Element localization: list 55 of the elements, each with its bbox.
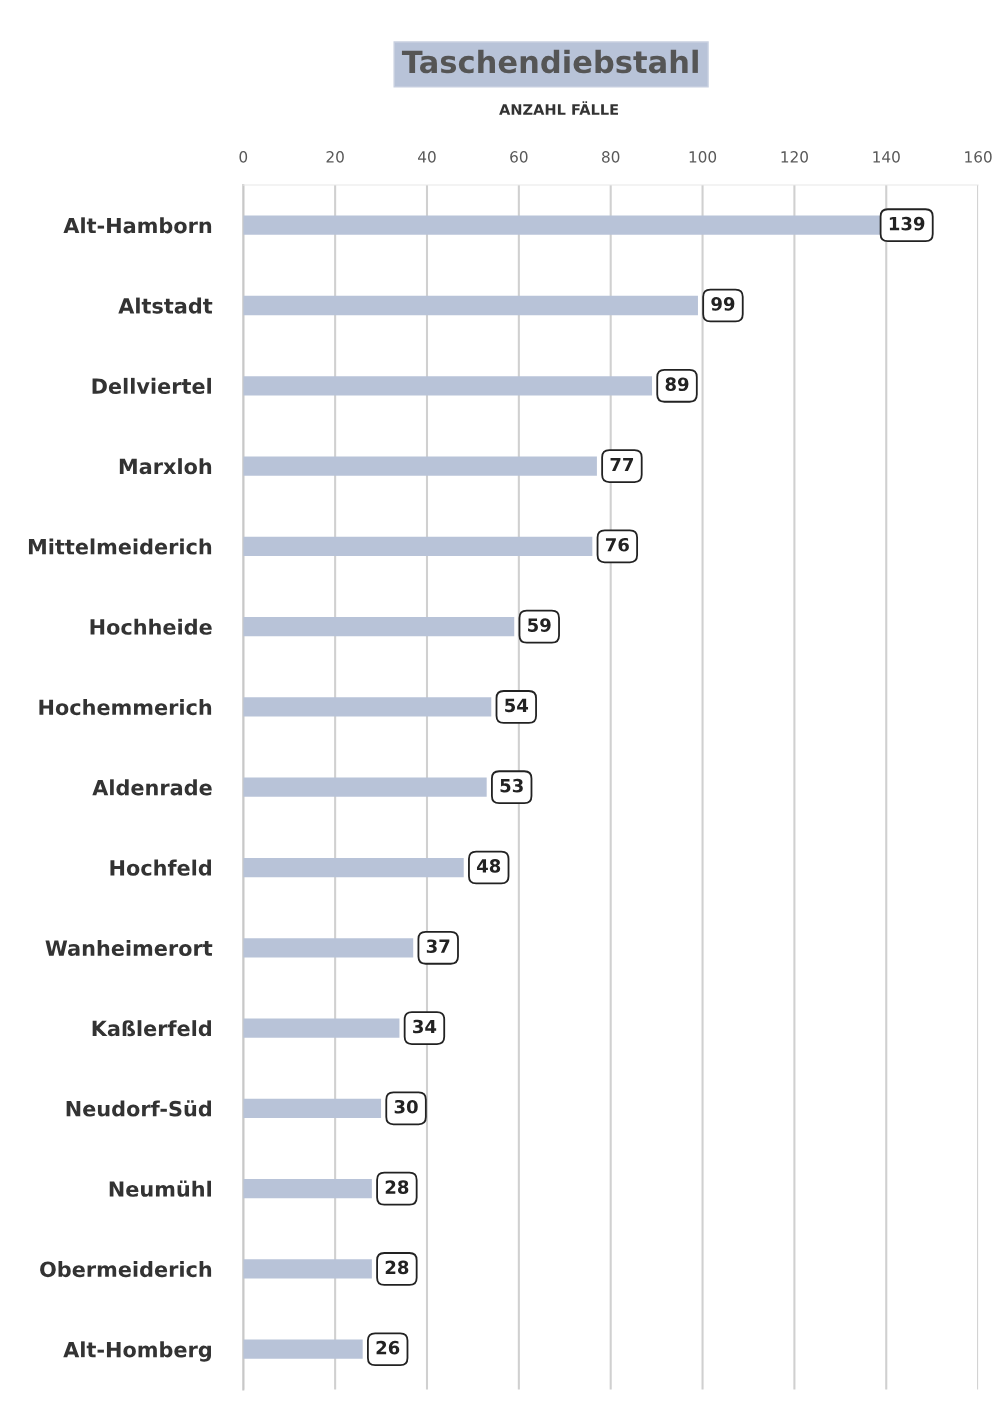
x-tick-label: 40 — [418, 151, 436, 163]
y-tick-label: Wanheimerort — [45, 939, 213, 957]
y-tick-label: Mittelmeiderich — [28, 538, 212, 555]
bar — [243, 456, 597, 476]
bar — [243, 1339, 363, 1359]
data-label: 37 — [426, 939, 450, 954]
y-tick-label: Alt-Homberg — [63, 1341, 211, 1362]
y-tick-label: Alt-Hamborn — [63, 217, 212, 234]
data-label: 59 — [528, 618, 551, 632]
x-tick-label: 160 — [965, 151, 992, 163]
data-label: 53 — [500, 778, 523, 793]
bar — [243, 857, 464, 878]
data-label: 77 — [610, 457, 634, 472]
x-tick-label: 0 — [239, 151, 248, 163]
y-tick-label: Altstadt — [118, 297, 213, 314]
x-tick-label: 80 — [602, 151, 620, 163]
data-label: 139 — [889, 216, 925, 231]
data-label: 34 — [413, 1019, 437, 1034]
bar — [243, 697, 492, 717]
y-tick-label: Aldenrade — [92, 779, 212, 796]
chart-title: Taschendiebstahl — [401, 49, 698, 74]
bar — [243, 777, 487, 797]
data-label: 76 — [605, 537, 629, 552]
bar — [243, 376, 653, 396]
bar — [243, 536, 593, 556]
y-tick-label: Neumühl — [109, 1180, 211, 1197]
x-tick-label: 20 — [326, 151, 344, 163]
y-tick-label: Dellviertel — [92, 377, 211, 394]
x-tick-label: 100 — [689, 151, 717, 163]
data-label: 28 — [385, 1260, 409, 1275]
chart-subtitle: ANZAHL FÄLLE — [499, 101, 619, 115]
bar — [243, 1018, 400, 1038]
y-tick-label: Neudorf-Süd — [66, 1100, 211, 1117]
x-tick-label: 60 — [510, 151, 528, 163]
x-tick-label: 120 — [781, 151, 808, 163]
data-label: 54 — [505, 698, 529, 713]
bar — [243, 617, 515, 637]
bar — [243, 1179, 372, 1199]
y-tick-label: Kaßlerfeld — [92, 1020, 211, 1037]
y-tick-label: Hochheide — [90, 618, 212, 635]
bar — [243, 295, 698, 316]
y-tick-label: Obermeiderich — [40, 1261, 212, 1278]
data-label: 48 — [476, 859, 501, 873]
data-label: 26 — [376, 1340, 400, 1355]
y-tick-label: Marxloh — [119, 458, 212, 475]
x-tick-label: 140 — [873, 151, 900, 163]
data-label: 99 — [711, 297, 735, 311]
y-tick-label: Hochemmerich — [39, 699, 212, 716]
bar — [243, 938, 414, 958]
bar — [243, 1098, 382, 1119]
y-tick-label: Hochfeld — [110, 859, 211, 876]
data-label: 30 — [394, 1099, 418, 1114]
bar — [243, 1259, 372, 1279]
data-label: 89 — [665, 377, 689, 392]
data-label: 28 — [385, 1180, 409, 1194]
